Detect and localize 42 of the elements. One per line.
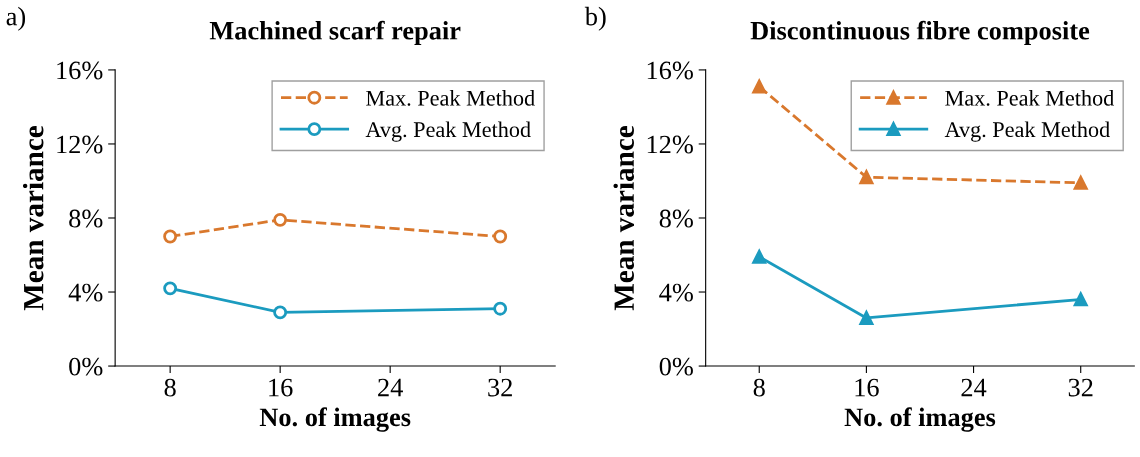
point bbox=[493, 229, 508, 244]
point bbox=[1073, 175, 1088, 190]
x-tick-label: 24 bbox=[961, 378, 987, 397]
x-tick-label: 16 bbox=[855, 378, 879, 397]
point bbox=[1073, 292, 1088, 307]
legend-label: Avg. Peak Method bbox=[365, 121, 531, 142]
y-tick-label: 4% bbox=[68, 283, 103, 302]
x-tick-label: 32 bbox=[488, 378, 512, 397]
point bbox=[493, 301, 508, 316]
x-tick-label: 16 bbox=[269, 378, 293, 397]
y-tick-label: 8% bbox=[659, 209, 693, 228]
point bbox=[163, 281, 178, 296]
x-axis-title: No. of images bbox=[844, 407, 996, 432]
point bbox=[273, 305, 288, 320]
text: a) bbox=[6, 6, 26, 31]
y-tick-label: 16% bbox=[647, 61, 693, 80]
point bbox=[163, 229, 178, 244]
legend-label: Max. Peak Method bbox=[945, 90, 1115, 106]
y-tick-label: 12% bbox=[57, 135, 103, 154]
point bbox=[273, 212, 288, 227]
y-axis-title: Mean variance bbox=[613, 126, 634, 311]
y-tick-label: 4% bbox=[659, 283, 693, 302]
y-tick-label: 16% bbox=[57, 61, 103, 80]
text: b) bbox=[584, 6, 606, 31]
legend-label: Max. Peak Method bbox=[366, 90, 535, 106]
point bbox=[752, 79, 767, 94]
y-tick-label: 8% bbox=[69, 209, 103, 228]
y-tick-label: 0% bbox=[69, 357, 103, 376]
point bbox=[752, 249, 767, 264]
x-tick-label: 24 bbox=[378, 378, 403, 397]
point bbox=[859, 310, 874, 325]
chart-title: Machined scarf repair bbox=[209, 20, 461, 45]
y-tick-label: 12% bbox=[647, 135, 693, 154]
x-tick-label: 8 bbox=[164, 378, 176, 397]
x-tick-label: 8 bbox=[753, 378, 765, 397]
y-axis-title: Mean variance bbox=[22, 126, 44, 311]
point bbox=[859, 170, 874, 185]
chart-title: Discontinuous fibre composite bbox=[750, 20, 1090, 45]
legend-label: Avg. Peak Method bbox=[944, 121, 1110, 142]
x-tick-label: 32 bbox=[1068, 378, 1093, 397]
x-axis-title: No. of images bbox=[259, 407, 411, 432]
y-tick-label: 0% bbox=[659, 357, 693, 376]
